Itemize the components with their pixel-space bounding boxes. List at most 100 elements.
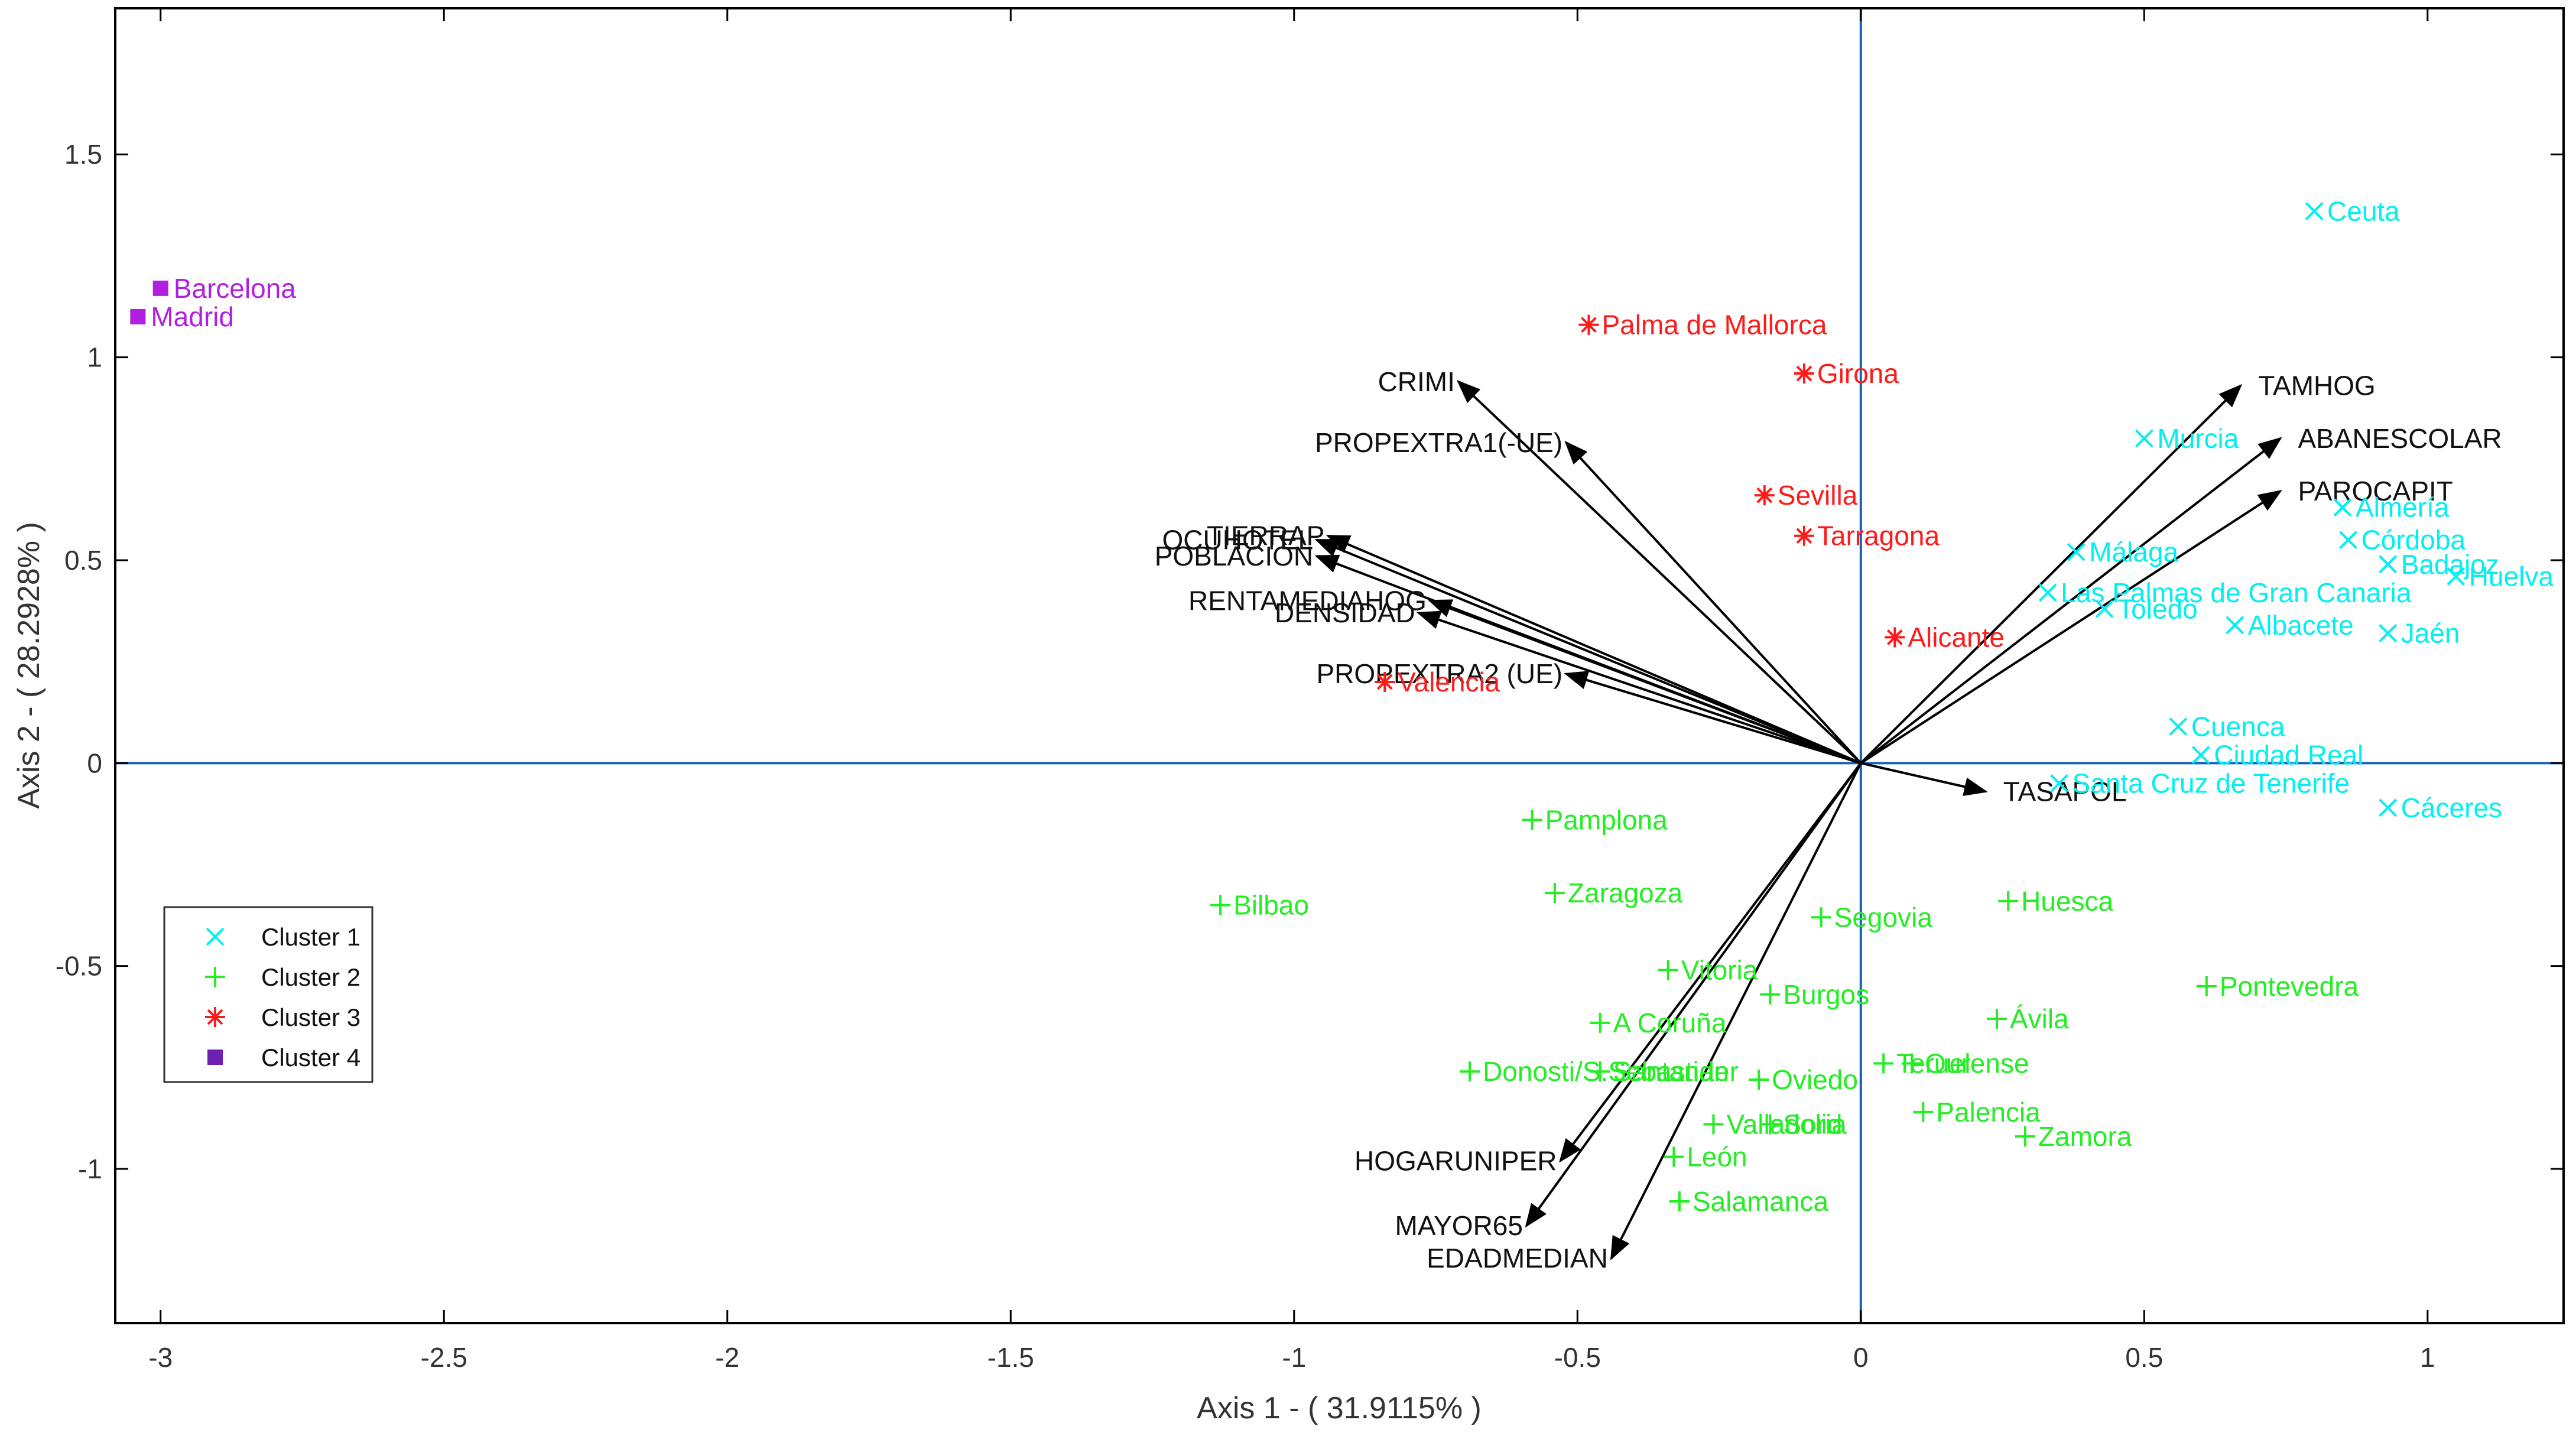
point-label-segovia: Segovia [1834,902,1933,933]
point-caceres [2379,798,2398,817]
point-tarragona [1794,525,1814,546]
x-tick-label: 1 [2420,1342,2435,1373]
point-label-murcia: Murcia [2157,423,2239,454]
point-label-malaga: Málaga [2089,537,2178,567]
y-tick-label: 0.5 [64,545,102,576]
point-ourense [1902,1053,1922,1074]
point-label-cuenca: Cuenca [2191,711,2285,742]
vector-tasapol [1860,762,1988,796]
vector-label-propextra1-ue: PROPEXTRA1(-UE) [1315,427,1563,458]
legend-label-cluster-4: Cluster 4 [261,1044,360,1071]
point-madrid [130,308,146,324]
point-soria [1760,1114,1781,1135]
point-avila [1986,1008,2007,1029]
vector-label-rentamediahog: RENTAMEDIAHOG [1188,586,1427,616]
point-santa-cruz-de-tenerife [2050,774,2068,793]
series-cluster-2: Pamplona Bilbao Zaragoza Segovia Huesca Vitor… [1210,804,2359,1217]
point-label-valencia: Valencia [1398,667,1500,697]
x-tick-label: -0.5 [1554,1342,1601,1373]
vector-propextra2-ue [1564,671,1862,765]
vector-label-hogaruniper: HOGARUNIPER [1354,1145,1557,1176]
point-label-oviedo: Oviedo [1772,1064,1858,1095]
point-zamora [2015,1126,2035,1147]
point-barcelona [152,280,168,296]
point-label-jaen: Jaén [2401,618,2460,649]
x-tick-label: -1 [1282,1342,1306,1373]
x-tick-label: 0.5 [2125,1342,2163,1373]
vector-label-crimi: CRIMI [1378,366,1455,397]
point-cordoba [2339,531,2357,550]
point-label-caceres: Cáceres [2401,792,2502,823]
point-toledo [2095,599,2114,618]
point-label-salamanca: Salamanca [1693,1186,1829,1217]
vector-label-tierrap: TIERRAP [1207,521,1324,551]
point-oviedo [1749,1069,1769,1090]
legend-marker-cluster-1 [206,927,225,946]
point-segovia [1811,907,1831,928]
point-almeria [2333,498,2352,517]
x-tick-label: -2 [715,1342,739,1373]
point-label-huesca: Huesca [2021,886,2113,917]
point-label-valladolid: Valladolid [1726,1109,1842,1140]
series-cluster-3: Palma de Mallorca Girona Sevilla Tarragona A… [1375,310,2005,697]
vector-hogaruniper [1559,762,1862,1163]
vector-abanescolar [1860,437,2282,764]
legend-marker-cluster-2 [205,967,225,987]
point-label-madrid: Madrid [151,301,234,332]
vector-label-propextra2-ue: PROPEXTRA2 (UE) [1316,658,1563,689]
axes-group [115,8,2564,1323]
vector-tierrap [1326,534,1862,765]
point-label-palma-de-mallorca: Palma de Mallorca [1602,310,1827,340]
point-label-cordoba: Córdoba [2361,525,2466,555]
point-label-toledo: Toledo [2117,593,2198,624]
point-pamplona [1522,810,1542,830]
point-donosti-s-sebastian [1460,1061,1480,1082]
y-axis-label: Axis 2 - ( 28.2928% ) [12,522,46,809]
point-huesca [1998,891,2019,911]
y-tick-label: 1.5 [64,139,102,170]
y-tick-label: 1 [87,342,102,373]
plot-frame [114,7,2565,1324]
point-label-albacete: Albacete [2248,610,2354,641]
point-las-palmas-de-gran-canaria [2038,583,2057,602]
point-label-santa-cruz-de-tenerife: Santa Cruz de Tenerife [2072,768,2350,799]
x-tick-label: 0 [1853,1342,1869,1373]
vector-label-mayor65: MAYOR65 [1395,1210,1523,1241]
vector-label-tasapol: TASAPOL [2003,776,2127,807]
point-label-avila: Ávila [2010,1003,2069,1034]
point-jaen [2379,624,2398,642]
vector-propextra1-ue [1564,440,1862,764]
point-label-santander: Santander [1613,1056,1739,1087]
point-label-barcelona: Barcelona [174,273,297,304]
point-vitoria [1658,960,1678,980]
point-valladolid [1703,1114,1724,1135]
point-label-zamora: Zamora [2038,1121,2132,1152]
vector-tamhog [1860,384,2243,764]
legend-label-cluster-1: Cluster 1 [261,923,360,951]
point-label-girona: Girona [1817,358,1899,389]
point-label-ourense: Ourense [1925,1048,2029,1078]
vector-parocapit [1860,490,2282,764]
point-label-burgos: Burgos [1783,979,1869,1010]
x-axis-label: Axis 1 - ( 31.9115% ) [1197,1391,1482,1425]
point-label-huelva: Huelva [2469,561,2554,592]
legend-label-cluster-2: Cluster 2 [261,963,360,991]
vector-crimi [1456,380,1862,764]
vector-ocuhotel [1314,538,1862,765]
vector-label-abanescolar: ABANESCOLAR [2298,423,2502,454]
point-leon [1664,1146,1684,1167]
vector-label-parocapit: PAROCAPIT [2298,476,2452,506]
vector-rentamediahog [1428,599,1862,765]
plot-background [115,8,2564,1323]
point-teruel [1873,1053,1894,1074]
point-ceuta [2305,202,2324,220]
point-label-ciudad-real: Ciudad Real [2214,740,2363,771]
point-alicante [1885,627,1905,648]
x-tick-label: -3 [148,1342,173,1373]
legend-box [163,906,373,1083]
point-label-sevilla: Sevilla [1778,480,1858,511]
